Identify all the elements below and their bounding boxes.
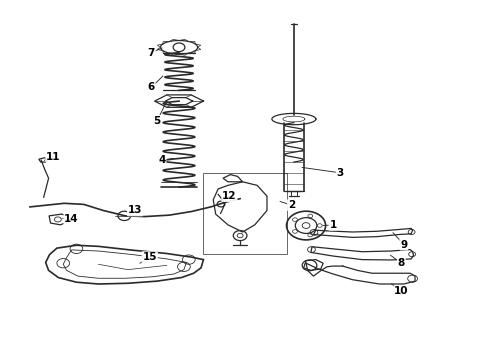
Text: 14: 14: [64, 215, 79, 224]
Text: 6: 6: [147, 82, 155, 93]
Text: 12: 12: [222, 191, 237, 201]
Text: 7: 7: [147, 48, 155, 58]
Text: 2: 2: [288, 200, 295, 210]
Text: 8: 8: [398, 258, 405, 268]
Text: 9: 9: [400, 239, 407, 249]
Text: 13: 13: [128, 206, 142, 216]
Bar: [203, 173, 287, 253]
Text: 5: 5: [153, 116, 161, 126]
Text: 10: 10: [394, 286, 409, 296]
Text: 4: 4: [158, 155, 166, 165]
Text: 3: 3: [337, 168, 344, 178]
Text: 15: 15: [143, 252, 157, 262]
Text: 1: 1: [329, 220, 337, 230]
Text: 11: 11: [46, 152, 61, 162]
